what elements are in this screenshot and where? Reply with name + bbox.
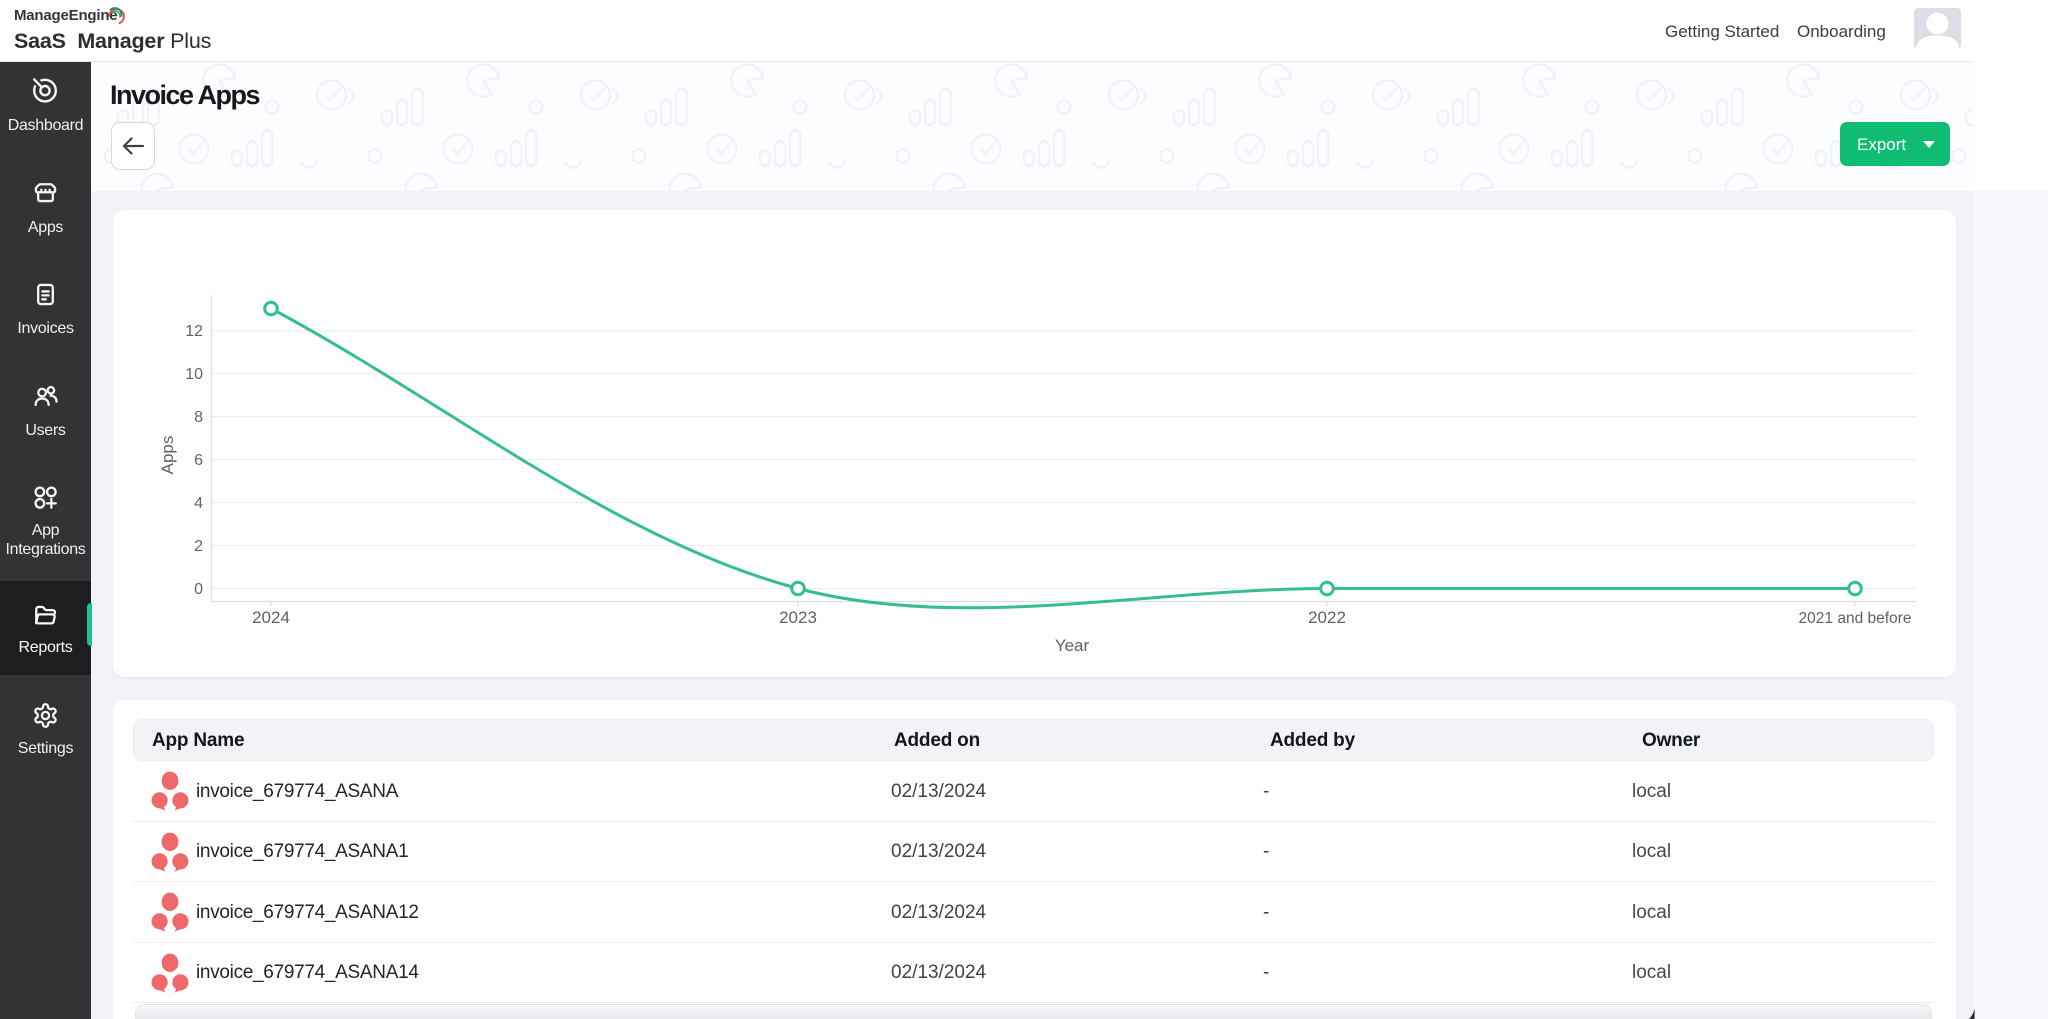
svg-text:2021 and before: 2021 and before (1799, 610, 1912, 627)
svg-text:0: 0 (194, 581, 203, 598)
svg-text:8: 8 (194, 409, 203, 426)
svg-text:2023: 2023 (779, 608, 817, 627)
svg-text:10: 10 (185, 366, 203, 383)
svg-text:Apps: Apps (158, 436, 177, 475)
svg-text:Year: Year (1055, 636, 1090, 655)
svg-text:4: 4 (194, 495, 203, 512)
svg-text:2: 2 (194, 538, 203, 555)
svg-text:6: 6 (194, 452, 203, 469)
svg-text:12: 12 (185, 323, 203, 340)
svg-text:2022: 2022 (1308, 608, 1346, 627)
svg-text:2024: 2024 (252, 608, 290, 627)
